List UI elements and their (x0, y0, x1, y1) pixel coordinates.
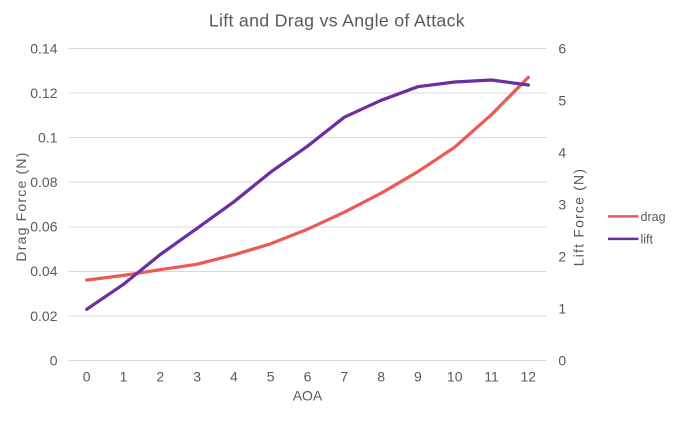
svg-text:0.1: 0.1 (38, 130, 58, 146)
svg-text:0.14: 0.14 (30, 40, 57, 56)
svg-text:Lift Force (N): Lift Force (N) (571, 168, 587, 266)
svg-text:5: 5 (267, 369, 275, 385)
svg-text:0.08: 0.08 (30, 174, 57, 190)
svg-text:AOA: AOA (293, 388, 323, 404)
svg-text:5: 5 (558, 92, 566, 108)
svg-text:Lift and Drag vs Angle of Atta: Lift and Drag vs Angle of Attack (209, 11, 465, 31)
svg-text:drag: drag (641, 210, 666, 224)
svg-text:11: 11 (484, 369, 499, 385)
svg-text:2: 2 (558, 248, 566, 264)
svg-text:0: 0 (50, 352, 58, 368)
svg-text:1: 1 (558, 300, 566, 316)
svg-text:1: 1 (120, 369, 128, 385)
svg-text:7: 7 (340, 369, 348, 385)
svg-text:6: 6 (558, 40, 566, 56)
svg-text:2: 2 (156, 369, 164, 385)
svg-text:0.12: 0.12 (30, 85, 57, 101)
svg-text:0.04: 0.04 (30, 263, 57, 279)
svg-text:12: 12 (521, 369, 537, 385)
svg-text:4: 4 (558, 144, 566, 160)
svg-text:6: 6 (304, 369, 312, 385)
svg-text:Drag Force (N): Drag Force (N) (13, 151, 29, 261)
svg-text:10: 10 (447, 369, 463, 385)
svg-text:4: 4 (230, 369, 238, 385)
svg-text:3: 3 (558, 196, 566, 212)
svg-text:8: 8 (377, 369, 385, 385)
svg-text:0.06: 0.06 (30, 219, 57, 235)
svg-text:3: 3 (193, 369, 201, 385)
svg-text:0.02: 0.02 (30, 308, 57, 324)
svg-text:9: 9 (414, 369, 422, 385)
svg-text:0: 0 (83, 369, 91, 385)
svg-text:0: 0 (558, 352, 566, 368)
svg-text:lift: lift (641, 233, 654, 247)
